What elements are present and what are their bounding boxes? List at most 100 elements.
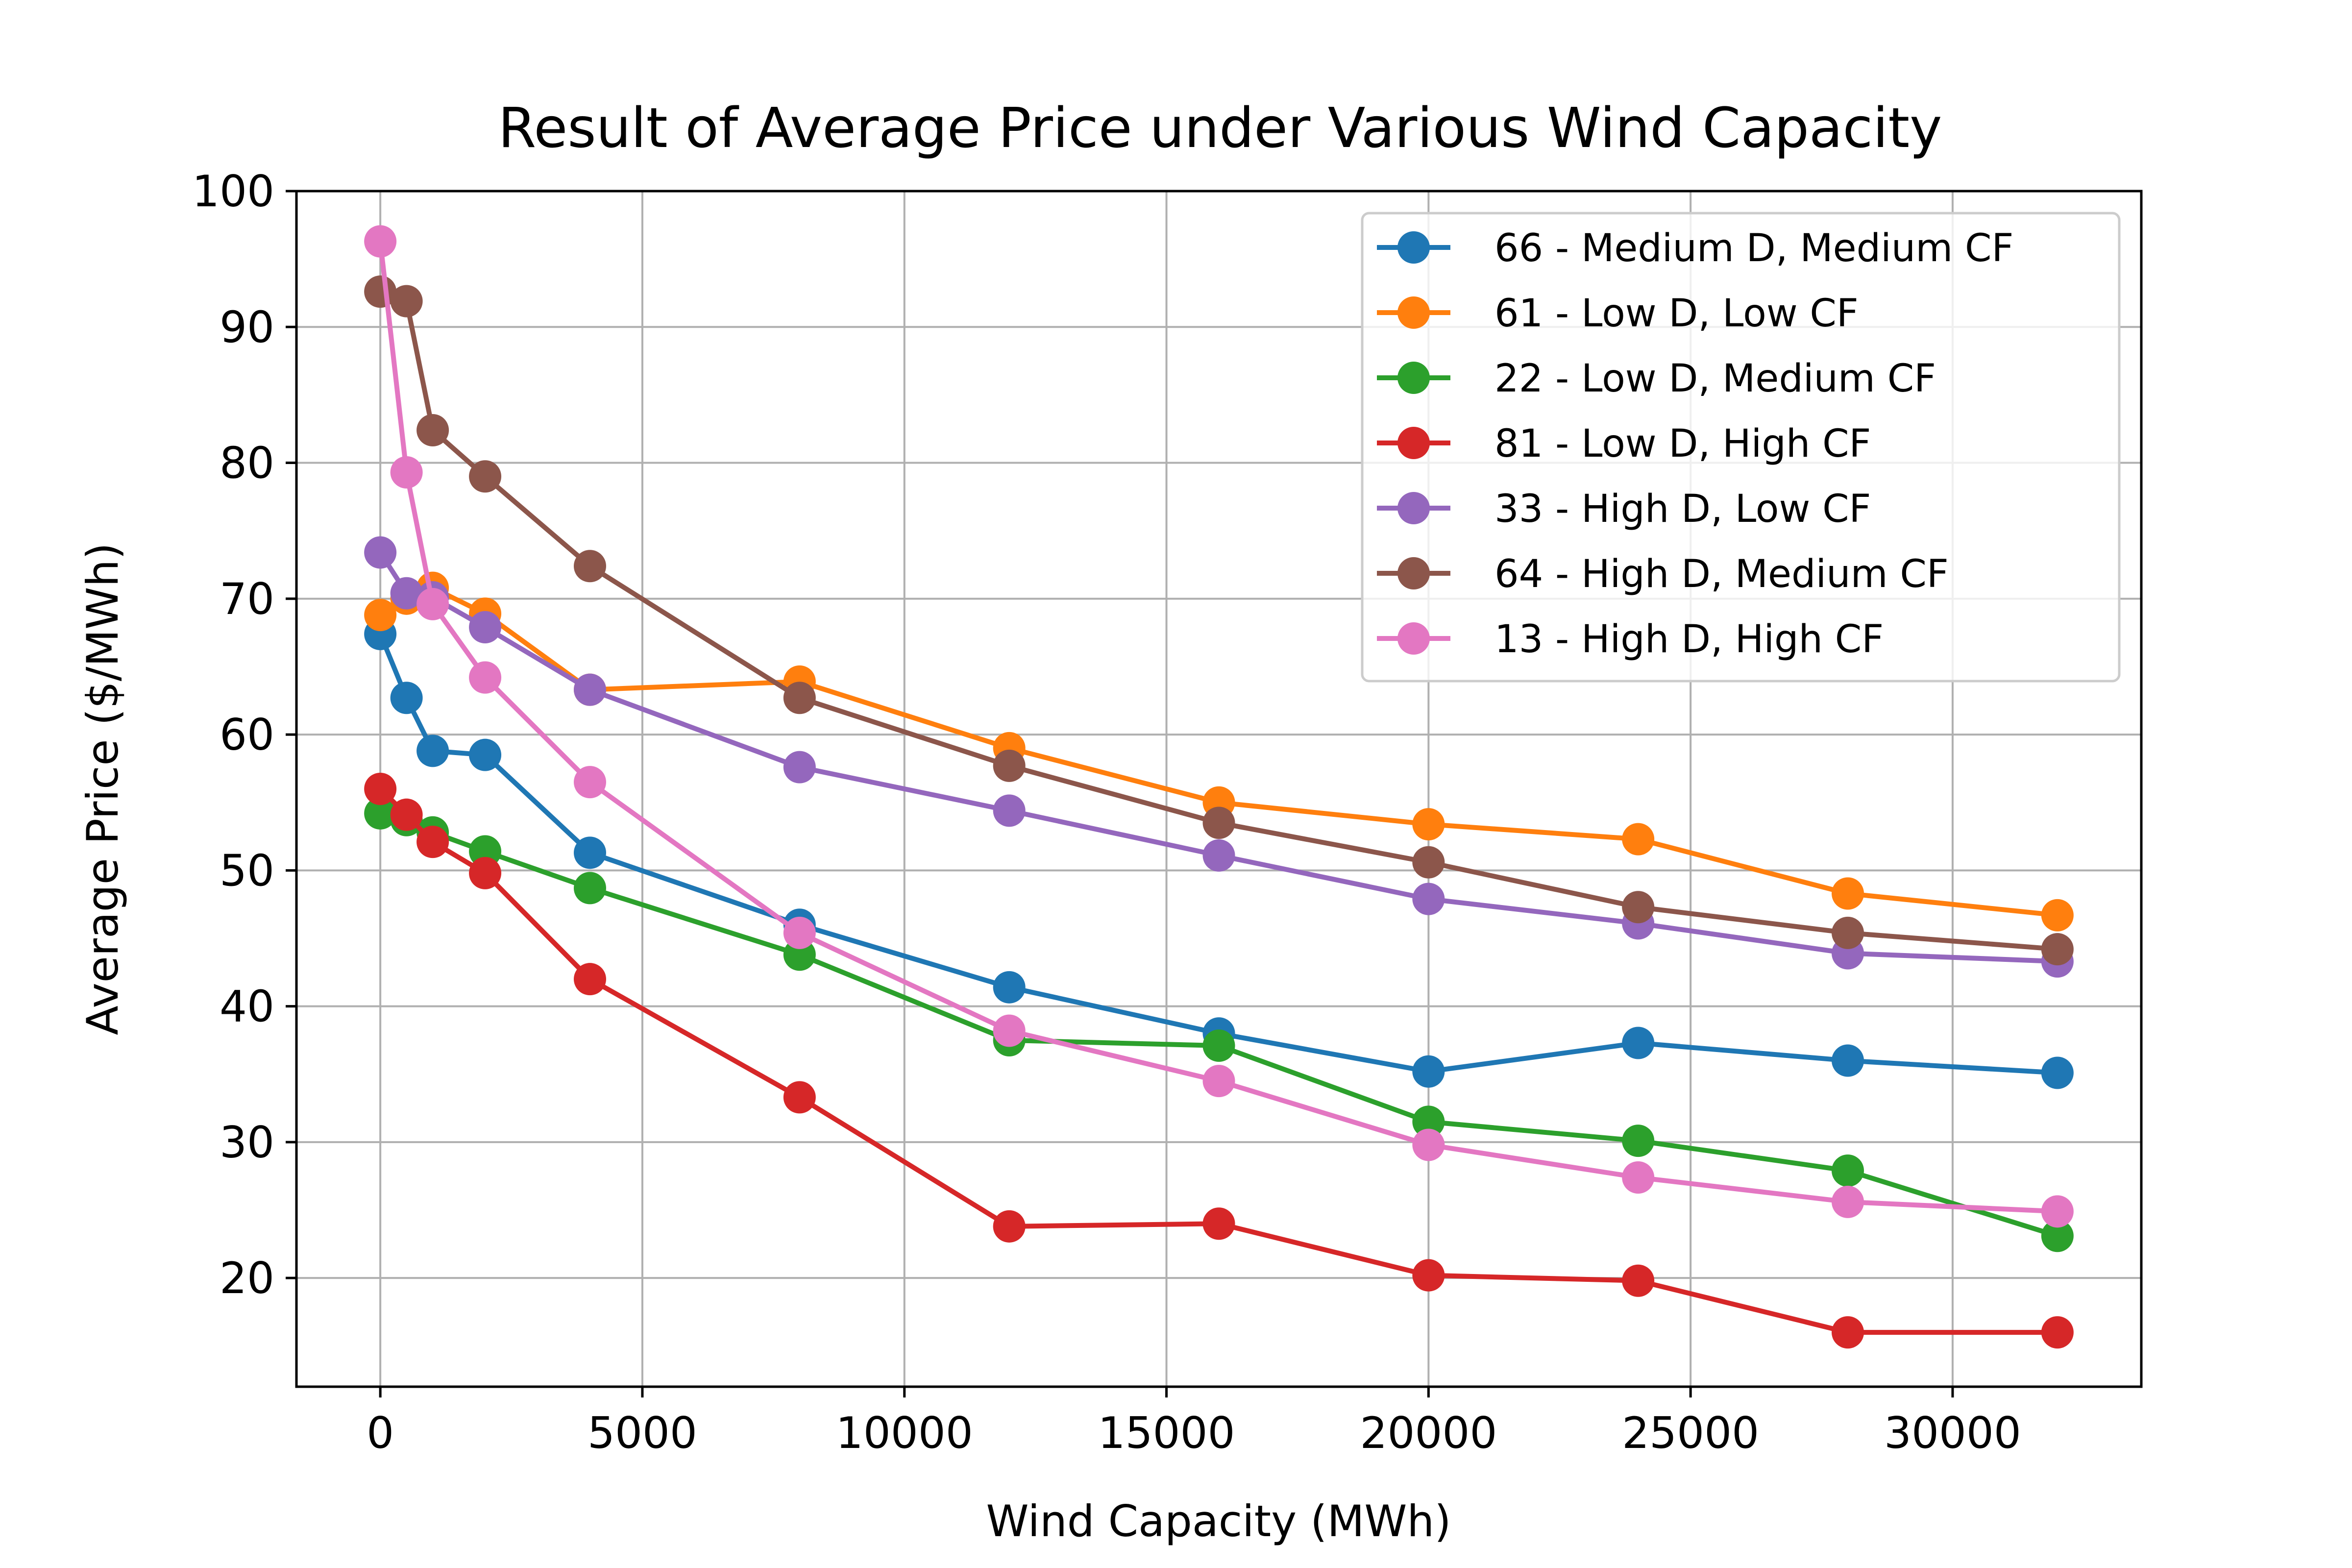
y-tick-label: 100 [192,166,274,217]
data-point [573,766,606,799]
legend-item: 33 - High D, Low CF [1377,487,1871,531]
legend-marker [1397,427,1430,459]
y-tick-label: 70 [220,574,274,624]
data-point [364,773,397,805]
data-point [2041,933,2074,966]
legend-marker [1397,231,1430,264]
y-tick-label: 50 [220,845,274,896]
data-point [469,857,502,889]
x-axis: 0 5000 10000 15000 20000 25000 30000 [367,1387,2021,1458]
series-6 [364,275,2074,966]
x-tick-label: 5000 [588,1408,697,1458]
data-point [2041,899,2074,931]
y-tick-label: 60 [220,710,274,760]
x-tick-label: 10000 [836,1408,973,1458]
data-point [573,963,606,996]
legend-marker [1397,492,1430,524]
data-point [783,1081,816,1114]
plot-frame [295,190,2143,1388]
data-point [1622,1161,1655,1194]
data-point [573,872,606,905]
data-point [783,682,816,714]
data-point [1832,916,1864,949]
series-4 [364,773,2074,1349]
data-point [993,749,1026,782]
data-point [1412,1105,1445,1138]
data-point [469,661,502,694]
y-tick-label: 80 [220,438,274,489]
y-axis: 20 30 40 50 60 70 80 90 100 [192,166,296,1303]
x-tick-label: 0 [367,1408,394,1458]
data-point [416,414,449,446]
data-point [1412,1259,1445,1292]
y-tick-label: 40 [220,981,274,1032]
data-point [364,225,397,258]
x-tick-label: 30000 [1884,1408,2021,1458]
legend-item: 64 - High D, Medium CF [1377,552,1949,596]
data-point [573,673,606,706]
data-point [573,836,606,869]
legend-label: 81 - Low D, High CF [1494,422,1871,466]
legend-label: 61 - Low D, Low CF [1494,292,1859,336]
legend-item: 13 - High D, High CF [1377,617,1884,662]
y-tick-label: 20 [220,1253,274,1303]
y-axis-label: Average Price ($/MWh) [77,543,128,1035]
legend-items: 66 - Medium D, Medium CF 61 - Low D, Low … [1377,226,2013,662]
chart-title: Result of Average Price under Various Wi… [498,97,1942,160]
data-point [1412,1055,1445,1088]
legend-box [1361,212,2121,683]
data-point [416,735,449,767]
legend-marker [1397,557,1430,589]
data-point [1202,1029,1235,1062]
legend-label: 22 - Low D, Medium CF [1494,357,1936,401]
data-point [1622,823,1655,856]
data-point [993,1014,1026,1047]
data-point [469,460,502,493]
legend-item: 81 - Low D, High CF [1377,422,1871,466]
data-point [364,536,397,569]
data-point [469,611,502,644]
data-point [1832,1154,1864,1187]
data-point [364,797,397,830]
data-point [1412,882,1445,915]
data-point [390,798,423,831]
data-point [390,577,423,610]
data-point [469,738,502,771]
data-point [1412,846,1445,879]
data-point [2041,1056,2074,1089]
data-point [416,826,449,858]
legend-marker [1397,296,1430,329]
y-tick-label: 90 [220,302,274,352]
data-point [1832,1044,1864,1077]
data-point [1412,1128,1445,1161]
legend-item: 22 - Low D, Medium CF [1377,357,1936,401]
series-layer [364,225,2074,1349]
data-point [390,682,423,714]
data-point [1202,1065,1235,1098]
data-point [1832,1185,1864,1218]
data-point [2041,1220,2074,1252]
legend-item: 66 - Medium D, Medium CF [1377,226,2013,270]
series-line [378,239,2060,1214]
x-tick-label: 25000 [1622,1408,1759,1458]
series-line [378,289,2060,952]
data-point [993,1210,1026,1243]
data-point [1622,891,1655,924]
legend-label: 33 - High D, Low CF [1494,487,1871,531]
data-point [1832,1316,1864,1349]
data-point [364,599,397,632]
y-tick-label: 30 [220,1117,274,1168]
data-point [783,751,816,784]
data-point [783,916,816,949]
data-point [1622,1027,1655,1059]
data-point [573,550,606,583]
data-point [2041,1195,2074,1228]
data-point [1622,1125,1655,1157]
legend-label: 64 - High D, Medium CF [1494,552,1949,596]
legend-label: 66 - Medium D, Medium CF [1494,226,2013,270]
legend-item: 61 - Low D, Low CF [1377,292,1859,336]
x-axis-label: Wind Capacity (MWh) [986,1496,1451,1546]
data-point [1412,808,1445,841]
data-point [993,971,1026,1004]
